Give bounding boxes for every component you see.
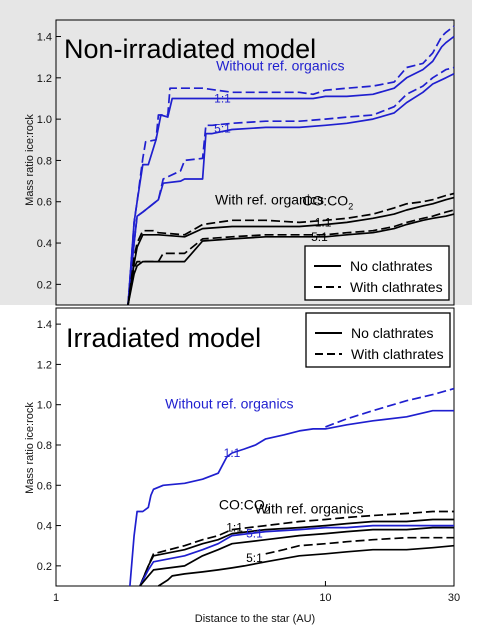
series-annotation: Without ref. organics bbox=[216, 57, 344, 73]
ratio-label: 1:1 bbox=[226, 521, 243, 535]
ratio-label: 1:1 bbox=[315, 215, 332, 229]
series-line-3-solid bbox=[139, 518, 454, 587]
series-line-1-dashed bbox=[325, 387, 455, 428]
y-tick-label: 1.2 bbox=[37, 73, 52, 85]
ratio-label: 5:1 bbox=[246, 527, 263, 541]
ratio-label: 1:1 bbox=[224, 446, 241, 460]
y-tick-label: 1.0 bbox=[37, 114, 52, 126]
series-line-0-solid bbox=[129, 409, 454, 587]
annotations: Without ref. organics With ref. organicsC… bbox=[165, 396, 363, 565]
y-tick-label: 0.4 bbox=[37, 521, 52, 533]
y-tick-label: 1.0 bbox=[37, 400, 52, 412]
series-annotation: CO:CO2 bbox=[219, 496, 270, 515]
plot-area bbox=[55, 19, 455, 306]
series-line-4-dashed bbox=[127, 192, 455, 306]
legend: No clathrates With clathrates bbox=[304, 245, 450, 301]
y-tick-label: 0.6 bbox=[37, 197, 52, 209]
ratio-label: 5:1 bbox=[246, 551, 263, 565]
ratio-label: 5:1 bbox=[214, 121, 231, 135]
ratio-label: 1:1 bbox=[214, 91, 231, 105]
y-tick-label: 1.4 bbox=[37, 319, 52, 331]
series-layer bbox=[129, 387, 455, 587]
annotations: Without ref. organics With ref. organicsC… bbox=[214, 57, 353, 243]
series-line-7-solid bbox=[157, 544, 455, 587]
legend-label-with-clathrates: With clathrates bbox=[351, 346, 444, 362]
series-annotation: With ref. organics bbox=[215, 192, 324, 208]
y-axis-label: Mass ratio ice:rock bbox=[24, 402, 36, 494]
series-line-0-dashed bbox=[127, 25, 455, 306]
legend-label-with-clathrates: With clathrates bbox=[350, 279, 443, 295]
legend: No clathrates With clathrates bbox=[305, 312, 451, 368]
series-line-6-dashed bbox=[265, 536, 454, 555]
series-line-5-solid bbox=[127, 196, 455, 306]
y-tick-label: 0.4 bbox=[37, 238, 52, 250]
series-line-4-solid bbox=[139, 524, 454, 587]
x-tick-label: 10 bbox=[319, 592, 331, 604]
series-line-2-dashed bbox=[139, 510, 454, 587]
y-tick-label: 1.2 bbox=[37, 359, 52, 371]
y-tick-label: 0.2 bbox=[37, 561, 52, 573]
series-line-1-solid bbox=[127, 35, 455, 306]
legend-label-no-clathrates: No clathrates bbox=[351, 325, 433, 341]
series-line-7-solid bbox=[127, 213, 455, 306]
ratio-label: 5:1 bbox=[311, 230, 328, 244]
x-tick-label: 30 bbox=[448, 592, 460, 604]
y-tick-label: 0.6 bbox=[37, 480, 52, 492]
y-tick-label: 0.8 bbox=[37, 440, 52, 452]
panel-title: Irradiated model bbox=[66, 323, 261, 353]
x-tick-label: 1 bbox=[53, 592, 59, 604]
series-line-3-solid bbox=[127, 72, 455, 306]
panel-title: Non-irradiated model bbox=[64, 34, 316, 64]
series-annotation: With ref. organics bbox=[255, 500, 364, 516]
legend-label-no-clathrates: No clathrates bbox=[350, 258, 432, 274]
series-annotation: Without ref. organics bbox=[165, 396, 293, 412]
panel-non-irradiated: 0.2 0.4 0.6 0.8 1.0 1.2 1.4 Without ref. organ… bbox=[0, 0, 472, 306]
x-ticks: 1 10 30 bbox=[53, 581, 460, 604]
y-axis-label: Mass ratio ice:rock bbox=[24, 114, 36, 206]
series-layer bbox=[127, 25, 455, 306]
legend-box bbox=[305, 312, 451, 368]
y-ticks: 0.2 0.4 0.6 0.8 1.0 1.2 1.4 bbox=[37, 32, 61, 291]
y-tick-label: 0.2 bbox=[37, 279, 52, 291]
y-ticks: 0.2 0.4 0.6 0.8 1.0 1.2 1.4 bbox=[37, 319, 61, 573]
y-tick-label: 0.8 bbox=[37, 155, 52, 167]
panel-irradiated: 0.2 0.4 0.6 0.8 1.0 1.2 1.4 1 10 30 Without ref.… bbox=[24, 307, 460, 625]
legend-box bbox=[304, 245, 450, 301]
x-axis-label: Distance to the star (AU) bbox=[195, 613, 315, 625]
y-tick-label: 1.4 bbox=[37, 32, 52, 44]
series-annotation: CO:CO2 bbox=[302, 193, 353, 212]
series-line-5-solid bbox=[139, 526, 454, 587]
